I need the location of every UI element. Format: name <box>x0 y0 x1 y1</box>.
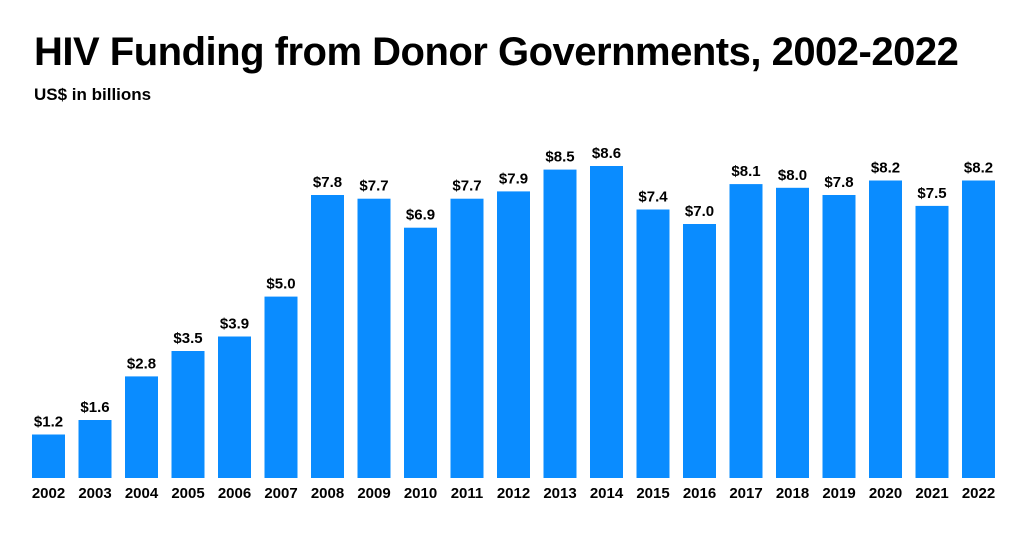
value-label-2005: $3.5 <box>173 330 202 347</box>
x-tick-label-2010: 2010 <box>404 485 437 502</box>
x-tick-label-2012: 2012 <box>497 485 530 502</box>
x-tick-label-2006: 2006 <box>218 485 251 502</box>
bar-2008 <box>311 195 344 478</box>
value-label-2014: $8.6 <box>592 145 621 162</box>
x-tick-label-2014: 2014 <box>590 485 624 502</box>
bar-2016 <box>683 224 716 478</box>
bar-2011 <box>450 198 484 478</box>
bar-2006 <box>218 336 251 478</box>
x-tick-label-2013: 2013 <box>543 485 576 502</box>
bar-2013 <box>543 169 577 478</box>
value-label-2021: $7.5 <box>917 185 946 202</box>
value-label-2009: $7.7 <box>359 178 388 195</box>
value-label-2013: $8.5 <box>545 149 574 166</box>
bar-2018 <box>776 187 809 479</box>
x-tick-labels-group: 2002 2003 2004 2005 2006 2007 2008 2009 2010 2011… <box>32 485 995 502</box>
value-label-2007: $5.0 <box>266 276 295 293</box>
x-tick-label-2022: 2022 <box>962 485 995 502</box>
bar-2010 <box>404 227 437 478</box>
bars-group <box>32 166 995 479</box>
x-tick-label-2008: 2008 <box>311 485 344 502</box>
chart-title: HIV Funding from Donor Governments, 2002… <box>34 30 959 74</box>
value-label-2002: $1.2 <box>34 414 63 431</box>
bar-2015 <box>636 209 670 478</box>
x-tick-label-2007: 2007 <box>264 485 297 502</box>
x-tick-label-2016: 2016 <box>683 485 716 502</box>
bar-2007 <box>264 296 298 478</box>
x-tick-label-2015: 2015 <box>636 485 669 502</box>
value-label-2022: $8.2 <box>964 160 993 177</box>
bar-2003 <box>78 420 112 478</box>
value-label-2020: $8.2 <box>871 160 900 177</box>
x-tick-label-2009: 2009 <box>357 485 390 502</box>
bar-2014 <box>590 166 623 478</box>
value-label-2003: $1.6 <box>80 399 109 416</box>
value-label-2008: $7.8 <box>313 174 342 191</box>
value-label-2019: $7.8 <box>824 174 853 191</box>
x-tick-label-2021: 2021 <box>915 485 948 502</box>
x-tick-label-2002: 2002 <box>32 485 65 502</box>
chart-subtitle: US$ in billions <box>34 85 152 104</box>
bar-2021 <box>915 205 949 478</box>
x-tick-label-2004: 2004 <box>125 485 159 502</box>
bar-2009 <box>357 198 391 478</box>
x-tick-label-2011: 2011 <box>451 485 484 502</box>
value-label-2010: $6.9 <box>406 207 435 224</box>
bar-2022 <box>962 180 995 478</box>
x-tick-label-2018: 2018 <box>776 485 809 502</box>
value-label-2012: $7.9 <box>499 170 528 187</box>
value-label-2015: $7.4 <box>638 189 668 206</box>
x-tick-label-2017: 2017 <box>729 485 762 502</box>
value-label-2011: $7.7 <box>452 178 481 195</box>
bar-2017 <box>729 184 763 478</box>
bar-2002 <box>32 434 65 478</box>
value-label-2018: $8.0 <box>778 167 807 184</box>
x-tick-label-2019: 2019 <box>822 485 855 502</box>
x-tick-label-2005: 2005 <box>171 485 204 502</box>
value-label-2016: $7.0 <box>685 203 714 220</box>
value-labels-group: $1.2 $1.6 $2.8 $3.5 $3.9 $5.0 $7.8 $7.7 $6.9 $7.7… <box>34 145 993 431</box>
bar-2020 <box>869 180 902 478</box>
value-label-2006: $3.9 <box>220 316 249 333</box>
x-tick-label-2003: 2003 <box>78 485 111 502</box>
x-tick-label-2020: 2020 <box>869 485 902 502</box>
value-label-2017: $8.1 <box>731 163 760 180</box>
value-label-2004: $2.8 <box>127 355 156 372</box>
bar-2004 <box>125 376 158 478</box>
bar-2019 <box>822 195 856 478</box>
bar-2012 <box>497 191 530 478</box>
bar-2005 <box>171 351 205 478</box>
